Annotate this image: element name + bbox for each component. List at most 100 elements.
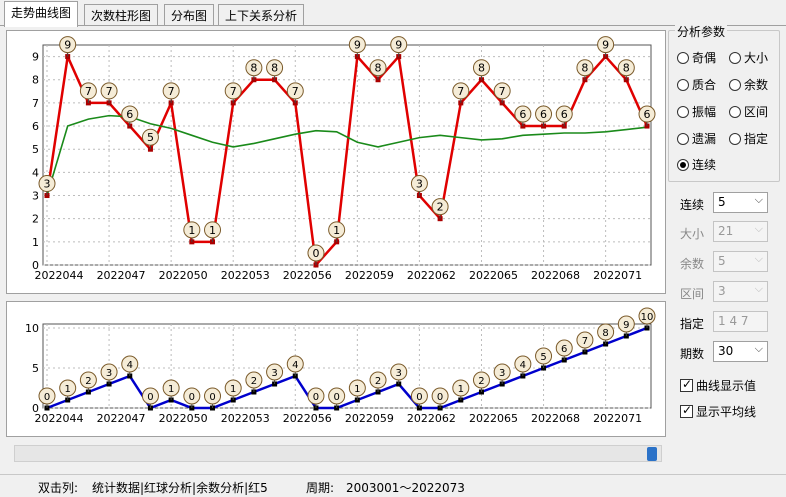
data-label: 2	[85, 376, 91, 387]
value-bubble	[535, 347, 553, 365]
series-line	[45, 52, 649, 268]
value-bubble	[224, 379, 242, 397]
value-bubble	[224, 82, 242, 100]
value-bubble	[555, 339, 573, 357]
data-label: 1	[333, 224, 340, 237]
radio-big-small[interactable]: 大小	[729, 49, 768, 66]
show-values-checkbox[interactable]: 曲线显示值	[680, 377, 756, 394]
y-tick-label: 5	[32, 143, 39, 156]
tab-count-bar-chart[interactable]: 次数柱形图	[84, 4, 159, 25]
show-average-checkbox[interactable]: 显示平均线	[680, 403, 756, 420]
data-label: 8	[271, 62, 278, 75]
value-bubble	[286, 355, 304, 373]
data-label: 7	[292, 85, 299, 98]
value-bubble	[431, 387, 449, 405]
x-tick-label: 2022047	[97, 412, 146, 425]
value-bubble	[431, 198, 449, 216]
checkmark-icon	[680, 403, 693, 418]
data-label: 9	[64, 39, 71, 52]
value-bubble	[245, 371, 263, 389]
radio-dot-icon	[729, 52, 741, 64]
value-bubble	[514, 355, 532, 373]
data-label: 0	[312, 247, 319, 260]
data-label: 7	[106, 85, 113, 98]
x-tick-label: 2022059	[345, 269, 394, 282]
value-bubble	[245, 59, 263, 77]
data-label: 8	[581, 62, 588, 75]
radio-omission[interactable]: 遗漏	[677, 130, 716, 147]
value-bubble	[390, 36, 408, 54]
tab-distribution[interactable]: 分布图	[164, 4, 215, 25]
chevron-down-icon: ⌵	[754, 222, 763, 235]
value-bubble	[266, 363, 284, 381]
average-line	[46, 114, 648, 196]
y-tick-label: 3	[32, 190, 39, 203]
data-label: 6	[126, 108, 133, 121]
status-bar: 双击列: 统计数据|红球分析|余数分析|红5 周期: 2003001～20220…	[0, 474, 786, 497]
radio-consecutive[interactable]: 连续	[677, 156, 716, 173]
data-label: 1	[168, 384, 174, 395]
radio-dot-icon	[677, 159, 689, 171]
value-bubble	[79, 82, 97, 100]
consecutive-select[interactable]: 5 ⌵	[713, 192, 768, 213]
x-tick-label: 2022068	[531, 412, 580, 425]
specified-label: 指定	[680, 317, 705, 331]
data-label: 7	[85, 85, 92, 98]
tab-relation-analysis[interactable]: 上下关系分析	[218, 4, 305, 25]
value-bubble	[576, 59, 594, 77]
data-label: 3	[416, 178, 423, 191]
bigsmall-label: 大小	[680, 227, 705, 241]
value-bubble	[162, 82, 180, 100]
radio-odd-even[interactable]: 奇偶	[677, 49, 716, 66]
x-tick-label: 2022044	[35, 269, 84, 282]
data-label: 1	[458, 384, 464, 395]
data-label: 8	[250, 62, 257, 75]
data-label: 0	[313, 392, 319, 403]
data-point	[127, 123, 133, 129]
x-tick-label: 2022062	[407, 412, 456, 425]
radio-specified[interactable]: 指定	[729, 130, 768, 147]
radio-dot-icon	[729, 133, 741, 145]
data-label: 0	[209, 392, 215, 403]
data-label: 4	[520, 360, 526, 371]
radio-remainder[interactable]: 余数	[729, 76, 768, 93]
value-bubble	[307, 244, 325, 262]
data-label: 3	[396, 368, 402, 379]
radio-interval[interactable]: 区间	[729, 103, 768, 120]
data-point	[561, 123, 567, 129]
horizontal-scrollbar[interactable]	[14, 445, 662, 462]
value-bubble	[410, 175, 428, 193]
scrollbar-thumb[interactable]	[647, 447, 657, 461]
value-bubble	[204, 387, 222, 405]
value-bubble	[162, 379, 180, 397]
data-label: 8	[375, 62, 382, 75]
remainder-label: 余数	[680, 257, 705, 271]
tab-trend-chart[interactable]: 走势曲线图	[4, 1, 79, 27]
data-label: 0	[437, 392, 443, 403]
periods-select[interactable]: 30 ⌵	[713, 341, 768, 362]
value-bubble	[597, 323, 615, 341]
data-label: 6	[644, 108, 651, 121]
data-point	[623, 77, 629, 83]
data-label: 0	[44, 392, 50, 403]
value-bubble	[472, 59, 490, 77]
data-point	[272, 77, 278, 83]
value-bubble	[141, 128, 159, 146]
data-label: 10	[641, 312, 654, 323]
x-tick-label: 2022059	[345, 412, 394, 425]
data-label: 8	[602, 328, 608, 339]
value-bubble	[410, 387, 428, 405]
data-label: 3	[44, 178, 51, 191]
y-tick-label: 9	[32, 51, 39, 64]
data-label: 2	[375, 376, 381, 387]
data-label: 4	[127, 360, 133, 371]
radio-prime-composite[interactable]: 质合	[677, 76, 716, 93]
radio-amplitude[interactable]: 振幅	[677, 103, 716, 120]
data-label: 7	[499, 85, 506, 98]
x-tick-label: 2022056	[283, 412, 332, 425]
value-bubble	[38, 387, 56, 405]
x-tick-label: 2022044	[35, 412, 84, 425]
plot-area	[42, 323, 652, 409]
